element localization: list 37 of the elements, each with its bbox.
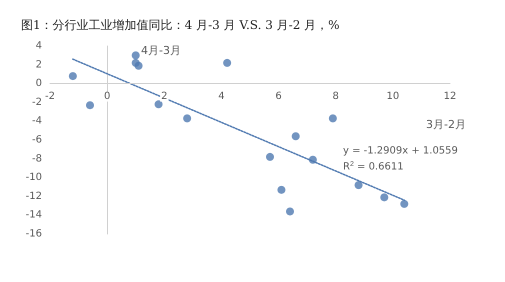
- point: [292, 132, 300, 140]
- x-tick-label: 8: [332, 91, 339, 102]
- point: [380, 193, 388, 202]
- point: [277, 186, 286, 194]
- x-tick-label: 6: [275, 91, 282, 102]
- y-tick-label: 0: [36, 78, 42, 90]
- x-tick-label: 12: [444, 91, 456, 102]
- annotation: y = -1.2909x + 1.0559: [343, 146, 458, 156]
- y-tick-label: -12: [26, 190, 42, 202]
- chart-title: 图1：分行业工业增加值同比：4 月-3 月 V.S. 3 月-2 月，%: [21, 18, 340, 32]
- point: [223, 58, 232, 67]
- point: [154, 100, 163, 108]
- point: [134, 62, 143, 70]
- x-tick-label: 10: [386, 91, 400, 102]
- y-axis-title: 4月-3月: [141, 44, 181, 57]
- x-tick-label: 4: [218, 91, 225, 102]
- y-tick-label: -10: [26, 172, 42, 184]
- point: [400, 200, 408, 208]
- x-axis-title: 3月-2月: [426, 118, 466, 131]
- point: [286, 207, 294, 216]
- x-tick-label: 2: [161, 91, 168, 102]
- y-tick-label: 2: [36, 59, 42, 70]
- y-tick-label: -16: [26, 228, 42, 240]
- x-tick-label: 0: [104, 91, 110, 102]
- point: [266, 152, 274, 161]
- point: [354, 181, 363, 190]
- y-tick-label: -4: [32, 116, 42, 127]
- y-tick-label: 4: [36, 40, 42, 52]
- y-tick-label: -14: [26, 210, 42, 221]
- y-tick-label: -6: [32, 134, 42, 146]
- point: [68, 72, 77, 80]
- point: [86, 101, 94, 110]
- x-tick-label: -2: [45, 91, 55, 102]
- y-tick-label: -8: [32, 153, 42, 164]
- point: [328, 114, 337, 122]
- point: [183, 114, 192, 122]
- point: [132, 51, 140, 60]
